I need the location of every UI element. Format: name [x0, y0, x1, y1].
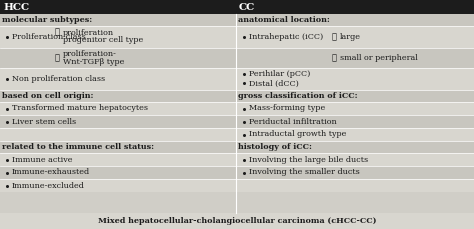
Bar — [0, 14, 236, 26]
Text: Immune-excluded: Immune-excluded — [12, 182, 85, 190]
Text: anatomical location:: anatomical location: — [238, 16, 330, 24]
Text: Distal (dCC): Distal (dCC) — [249, 79, 299, 87]
Text: ≻: ≻ — [332, 33, 337, 41]
Text: Mass-forming type: Mass-forming type — [249, 104, 325, 112]
Bar — [0, 166, 236, 179]
Text: Wnt-TGFβ type: Wnt-TGFβ type — [63, 58, 124, 65]
Bar — [0, 0, 474, 14]
Bar — [236, 90, 474, 102]
Bar — [0, 128, 236, 141]
Bar — [0, 115, 236, 128]
Bar — [236, 141, 474, 153]
Bar — [236, 26, 474, 48]
Bar — [0, 26, 236, 48]
Text: based on cell origin:: based on cell origin: — [2, 92, 93, 100]
Bar — [236, 68, 474, 90]
Bar — [0, 153, 236, 166]
Bar — [236, 115, 474, 128]
Text: large: large — [340, 33, 361, 41]
Text: proliferation: proliferation — [63, 29, 114, 37]
Text: molecular subtypes:: molecular subtypes: — [2, 16, 92, 24]
Bar — [236, 48, 474, 68]
Text: Mixed hepatocellular-cholangiocellular carcinoma (cHCC-CC): Mixed hepatocellular-cholangiocellular c… — [98, 217, 376, 225]
Text: progenitor cell type: progenitor cell type — [63, 36, 143, 44]
Text: proliferation-: proliferation- — [63, 50, 117, 58]
Text: Proliferation class: Proliferation class — [12, 33, 86, 41]
Text: histology of iCC:: histology of iCC: — [238, 143, 312, 151]
Bar — [0, 90, 236, 102]
Text: Perihilar (pCC): Perihilar (pCC) — [249, 70, 310, 78]
Bar — [236, 166, 474, 179]
Text: related to the immune cell status:: related to the immune cell status: — [2, 143, 154, 151]
Text: ≻: ≻ — [55, 29, 60, 37]
Bar — [0, 141, 236, 153]
Text: Involving the large bile ducts: Involving the large bile ducts — [249, 155, 368, 164]
Text: Intraductal growth type: Intraductal growth type — [249, 131, 346, 139]
Bar — [0, 213, 474, 229]
Text: Transformed mature hepatocytes: Transformed mature hepatocytes — [12, 104, 148, 112]
Text: ≻: ≻ — [332, 54, 337, 62]
Text: Immune active: Immune active — [12, 155, 73, 164]
Text: Involving the smaller ducts: Involving the smaller ducts — [249, 169, 360, 177]
Bar — [0, 68, 236, 90]
Text: Liver stem cells: Liver stem cells — [12, 117, 76, 125]
Text: ≻: ≻ — [55, 54, 60, 62]
Text: Non proliferation class: Non proliferation class — [12, 75, 105, 83]
Bar — [0, 102, 236, 115]
Bar — [236, 179, 474, 192]
Bar — [236, 128, 474, 141]
Bar — [0, 179, 236, 192]
Bar — [236, 102, 474, 115]
Text: CC: CC — [239, 3, 255, 11]
Text: Intrahepatic (iCC): Intrahepatic (iCC) — [249, 33, 323, 41]
Text: HCC: HCC — [3, 3, 29, 11]
Bar — [236, 14, 474, 26]
Text: Periductal infiltration: Periductal infiltration — [249, 117, 337, 125]
Text: Immune-exhausted: Immune-exhausted — [12, 169, 90, 177]
Text: small or peripheral: small or peripheral — [340, 54, 418, 62]
Bar — [236, 153, 474, 166]
Bar — [0, 48, 236, 68]
Text: gross classification of iCC:: gross classification of iCC: — [238, 92, 357, 100]
